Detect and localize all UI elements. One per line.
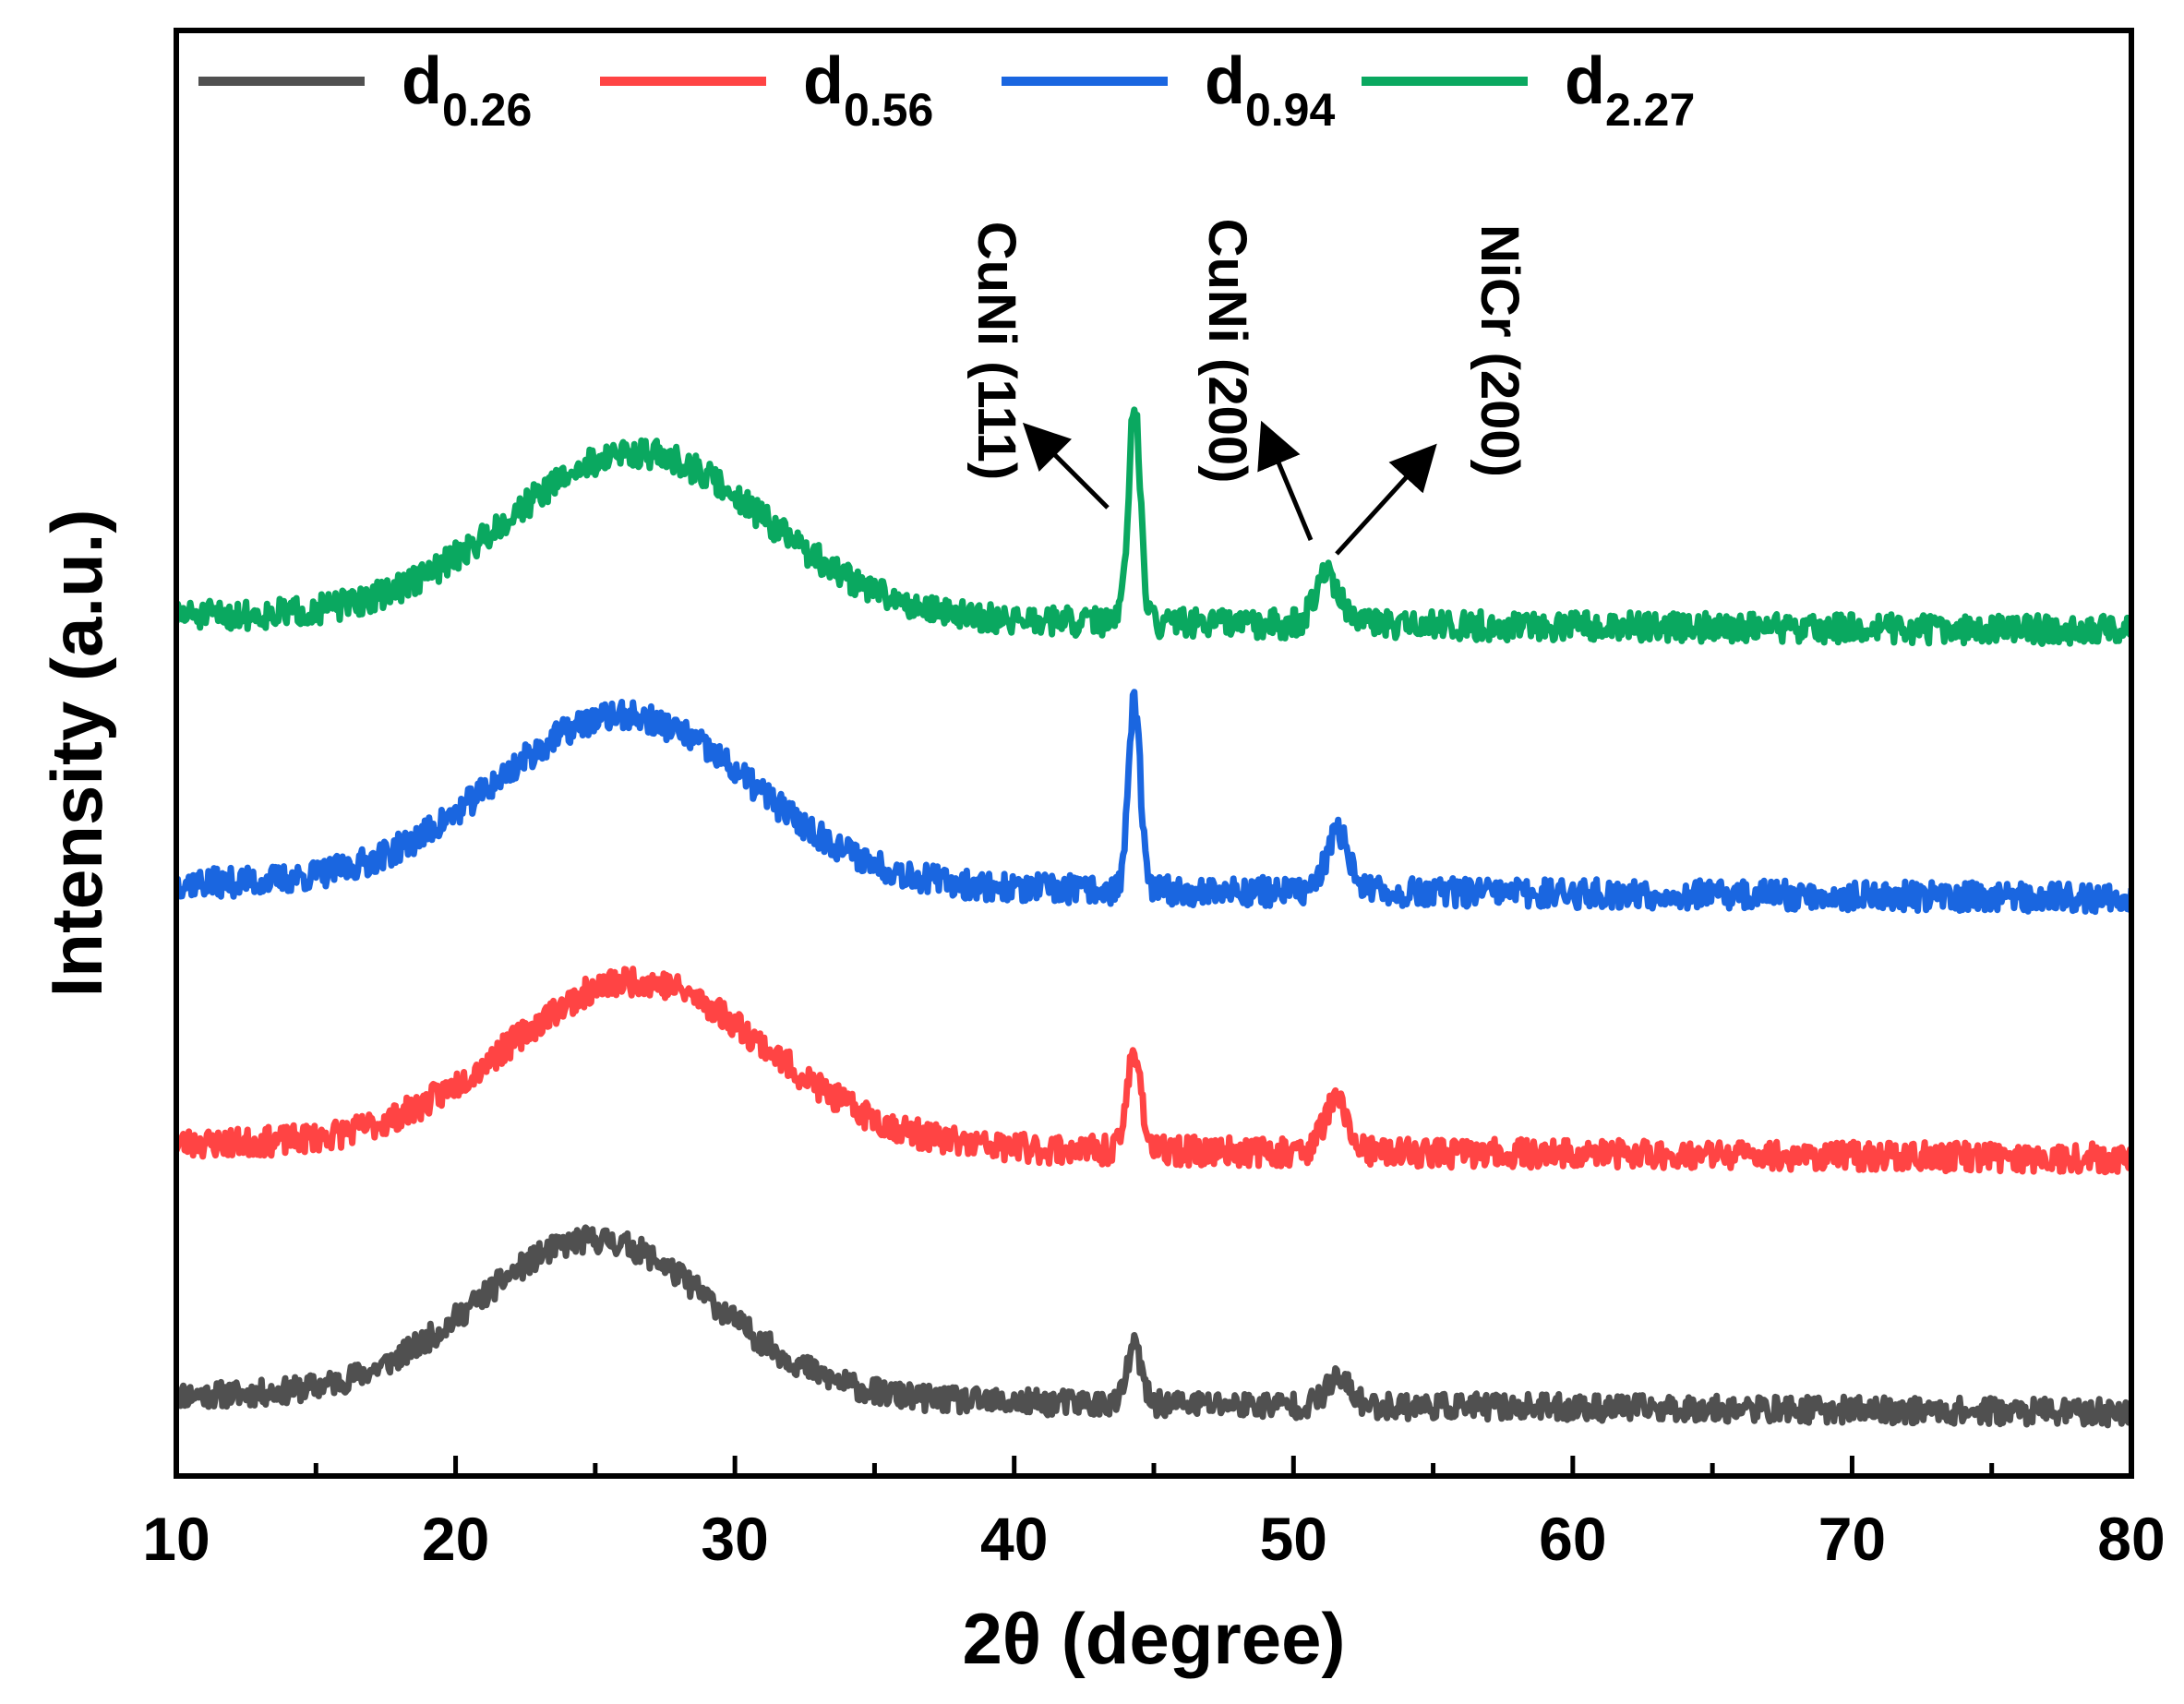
legend-label-1: d0.56 [803, 44, 933, 136]
x-tick-label: 50 [1260, 1505, 1327, 1573]
plot-frame [174, 28, 2134, 1479]
x-tick-label: 70 [1818, 1505, 1886, 1573]
annotation-layer: CuNi (111) CuNi (200) NiCr (200) [966, 219, 1530, 556]
annotation-arrow-2 [1335, 443, 1437, 556]
series-layer [176, 406, 2131, 1429]
x-tick-label: 40 [980, 1505, 1048, 1573]
x-tick-label: 10 [142, 1505, 210, 1573]
x-tick-label: 30 [701, 1505, 768, 1573]
annotation-arrow-0 [1022, 422, 1110, 510]
annotation-label-1: CuNi (200) [1197, 219, 1257, 484]
x-axis: 10 20 30 40 50 60 70 80 [142, 1456, 2166, 1573]
series-line-2 [176, 689, 2131, 916]
series-line-0 [176, 1224, 2131, 1429]
annotation-label-0: CuNi (111) [966, 222, 1026, 480]
x-tick-label: 20 [422, 1505, 489, 1573]
legend-label-2: d0.94 [1205, 44, 1335, 136]
x-tick-label: 80 [2097, 1505, 2165, 1573]
annotation-label-2: NiCr (200) [1470, 224, 1530, 477]
series-line-1 [176, 966, 2131, 1176]
series-line-3 [176, 406, 2131, 647]
annotation-arrow-1 [1257, 420, 1314, 541]
legend-label-3: d2.27 [1565, 44, 1695, 136]
legend: d0.26 d0.56 d0.94 d2.27 [198, 44, 1695, 136]
legend-label-0: d0.26 [402, 44, 532, 136]
y-axis-title: Intensity (a.u.) [36, 510, 117, 998]
x-tick-label: 60 [1539, 1505, 1606, 1573]
x-axis-title: 2θ (degree) [963, 1598, 1346, 1679]
